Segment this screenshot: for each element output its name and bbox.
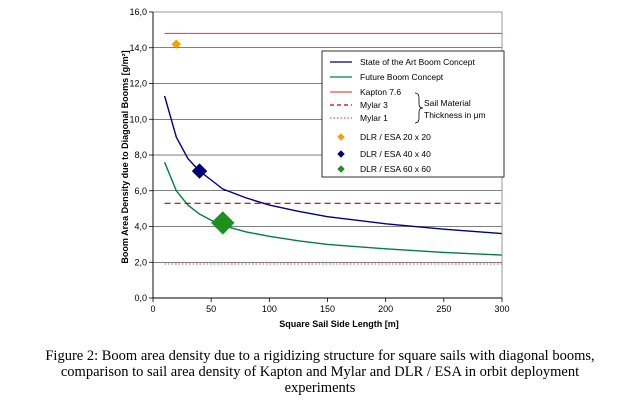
legend-brace	[414, 92, 424, 124]
points-layer	[171, 39, 235, 235]
y-tick-label: 14,0	[129, 43, 147, 53]
x-tick-label: 100	[262, 304, 277, 314]
x-axis-label: Square Sail Side Length [m]	[279, 319, 399, 329]
point-dlr-esa-40-x-40	[191, 163, 208, 179]
point-dlr-esa-20-x-20	[171, 39, 181, 49]
legend: State of the Art Boom Concept Future Boom…	[321, 50, 505, 178]
y-tick-label: 4,0	[134, 222, 147, 232]
legend-box	[321, 50, 505, 178]
y-tick-label: 10,0	[129, 114, 147, 124]
caption-line-1: Figure 2: Boom area density due to a rig…	[45, 348, 595, 364]
figure-caption: Figure 2: Boom area density due to a rig…	[0, 348, 640, 396]
legend-swatch-dlr-esa-20-x-20	[337, 133, 345, 141]
legend-label-dlr-esa-20-x-20: DLR / ESA 20 x 20	[360, 132, 431, 142]
x-tick-label: 0	[150, 304, 155, 314]
legend-label-dlr-esa-40-x-40: DLR / ESA 40 x 40	[360, 149, 431, 159]
y-tick-label: 12,0	[129, 79, 147, 89]
point-dlr-esa-60-x-60	[211, 211, 235, 235]
y-tick-label: 6,0	[134, 186, 147, 196]
y-tick-label: 16,0	[129, 7, 147, 17]
series-line-future-boom-concept	[163, 161, 503, 256]
x-tick-label: 250	[436, 304, 451, 314]
x-tick-label: 300	[494, 304, 509, 314]
legend-label-kapton-7-6: Kapton 7.6	[360, 87, 401, 97]
caption-line-2: comparison to sail area density of Kapto…	[60, 364, 580, 380]
legend-label-state-of-the-art-boom-concept: State of the Art Boom Concept	[360, 57, 475, 67]
x-tick-label: 200	[378, 304, 393, 314]
tick-labels: 0,0 2,0 4,0 6,0 8,0 10,0 12,0 14,0 16,0 0 50 100 150…	[129, 7, 509, 314]
legend-label-mylar-1: Mylar 1	[360, 113, 388, 123]
y-tick-label: 8,0	[134, 150, 147, 160]
caption-line-3: experiments	[284, 380, 356, 396]
legend-swatch-dlr-esa-60-x-60	[337, 165, 345, 173]
legend-label-future-boom-concept: Future Boom Concept	[360, 72, 444, 82]
chart: 0,0 2,0 4,0 6,0 8,0 10,0 12,0 14,0 16,0 0 50 100 150…	[120, 7, 510, 329]
brace-label-line2: Thickness in μm	[424, 110, 486, 120]
legend-label-mylar-3: Mylar 3	[360, 100, 388, 110]
y-tick-label: 0,0	[134, 293, 147, 303]
series-line-state-of-the-art-boom-concept	[163, 95, 503, 235]
y-axis-label: Boom Area Density due to Diagonal Booms …	[120, 50, 130, 263]
legend-label-dlr-esa-60-x-60: DLR / ESA 60 x 60	[360, 164, 431, 174]
series-layer	[163, 32, 503, 265]
x-tick-label: 150	[320, 304, 335, 314]
brace-label-line1: Sail Material	[424, 98, 471, 108]
y-tick-label: 2,0	[134, 257, 147, 267]
legend-swatch-dlr-esa-40-x-40	[337, 150, 345, 158]
x-tick-label: 50	[206, 304, 216, 314]
